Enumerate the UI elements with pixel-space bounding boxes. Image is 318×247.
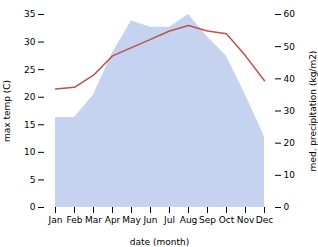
svg-text:40: 40: [284, 74, 296, 84]
svg-text:Feb: Feb: [67, 215, 83, 225]
svg-text:May: May: [122, 215, 141, 225]
svg-text:30: 30: [284, 106, 296, 116]
svg-text:Mar: Mar: [85, 215, 102, 225]
svg-text:0: 0: [30, 202, 36, 212]
svg-text:Jan: Jan: [48, 215, 63, 225]
svg-text:Sep: Sep: [199, 215, 216, 225]
svg-text:Aug: Aug: [180, 215, 198, 225]
svg-text:Jul: Jul: [163, 215, 175, 225]
svg-text:0: 0: [284, 202, 290, 212]
svg-text:60: 60: [284, 9, 296, 19]
svg-text:25: 25: [24, 65, 35, 75]
svg-text:Dec: Dec: [256, 215, 273, 225]
svg-text:Jun: Jun: [142, 215, 157, 225]
svg-text:Apr: Apr: [105, 215, 121, 225]
svg-text:20: 20: [24, 92, 36, 102]
svg-text:15: 15: [24, 120, 35, 130]
svg-text:20: 20: [284, 138, 296, 148]
svg-text:max temp (C): max temp (C): [2, 80, 12, 142]
svg-text:Nov: Nov: [237, 215, 255, 225]
svg-text:10: 10: [24, 147, 36, 157]
svg-text:5: 5: [30, 175, 36, 185]
svg-text:50: 50: [284, 42, 296, 52]
svg-text:Oct: Oct: [219, 215, 235, 225]
svg-text:35: 35: [24, 9, 35, 19]
svg-text:10: 10: [284, 170, 296, 180]
svg-text:date (month): date (month): [130, 237, 189, 247]
svg-text:med. precipitation (kg/m2): med. precipitation (kg/m2): [308, 51, 318, 172]
svg-text:30: 30: [24, 37, 36, 47]
